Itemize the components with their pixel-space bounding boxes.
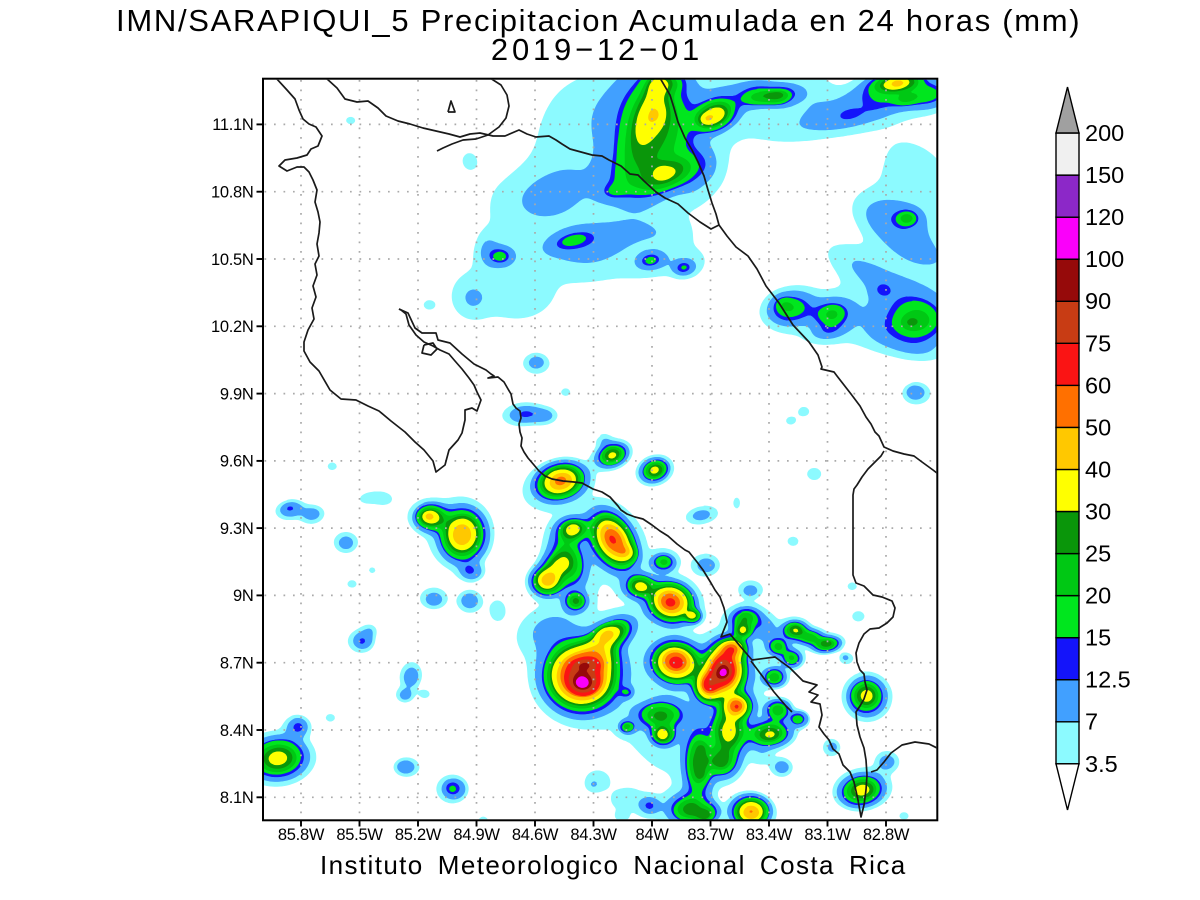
svg-text:25: 25 (1085, 541, 1111, 567)
svg-text:84.3W: 84.3W (570, 826, 617, 844)
svg-text:7: 7 (1085, 709, 1098, 735)
svg-text:120: 120 (1085, 204, 1124, 230)
svg-text:50: 50 (1085, 414, 1111, 440)
svg-text:11.1N: 11.1N (212, 116, 253, 134)
svg-text:84.6W: 84.6W (512, 826, 559, 844)
svg-text:82.8W: 82.8W (863, 826, 910, 844)
svg-text:40: 40 (1085, 456, 1111, 482)
svg-text:30: 30 (1085, 499, 1111, 525)
svg-text:8.1N: 8.1N (220, 789, 254, 807)
svg-text:150: 150 (1085, 162, 1124, 188)
svg-text:90: 90 (1085, 288, 1111, 314)
svg-text:200: 200 (1085, 120, 1124, 146)
svg-text:9.9N: 9.9N (220, 385, 254, 403)
svg-text:Instituto Meteorologico Nacion: Instituto Meteorologico Nacional Costa R… (320, 850, 907, 880)
svg-text:2019−12−01: 2019−12−01 (491, 32, 703, 67)
svg-text:3.5: 3.5 (1085, 751, 1118, 777)
svg-text:10.8N: 10.8N (211, 184, 254, 202)
svg-text:83.7W: 83.7W (687, 826, 734, 844)
svg-text:9N: 9N (233, 587, 254, 605)
svg-text:75: 75 (1085, 330, 1111, 356)
svg-text:83.4W: 83.4W (746, 826, 793, 844)
svg-text:84W: 84W (635, 826, 669, 844)
svg-text:15: 15 (1085, 625, 1111, 651)
svg-text:83.1W: 83.1W (804, 826, 851, 844)
svg-text:85.5W: 85.5W (336, 826, 383, 844)
svg-text:84.9W: 84.9W (453, 826, 500, 844)
svg-text:9.6N: 9.6N (220, 453, 254, 471)
svg-text:60: 60 (1085, 372, 1111, 398)
svg-text:IMN/SARAPIQUI_5 Precipitacion: IMN/SARAPIQUI_5 Precipitacion Acumulada … (116, 3, 1081, 38)
svg-text:12.5: 12.5 (1085, 667, 1131, 693)
svg-text:8.4N: 8.4N (220, 722, 254, 740)
svg-text:10.5N: 10.5N (211, 251, 254, 269)
svg-text:85.8W: 85.8W (278, 826, 325, 844)
svg-text:9.3N: 9.3N (220, 520, 254, 538)
svg-text:8.7N: 8.7N (220, 655, 254, 673)
svg-text:10.2N: 10.2N (211, 318, 254, 336)
svg-text:100: 100 (1085, 246, 1124, 272)
svg-text:20: 20 (1085, 583, 1111, 609)
svg-text:85.2W: 85.2W (395, 826, 442, 844)
